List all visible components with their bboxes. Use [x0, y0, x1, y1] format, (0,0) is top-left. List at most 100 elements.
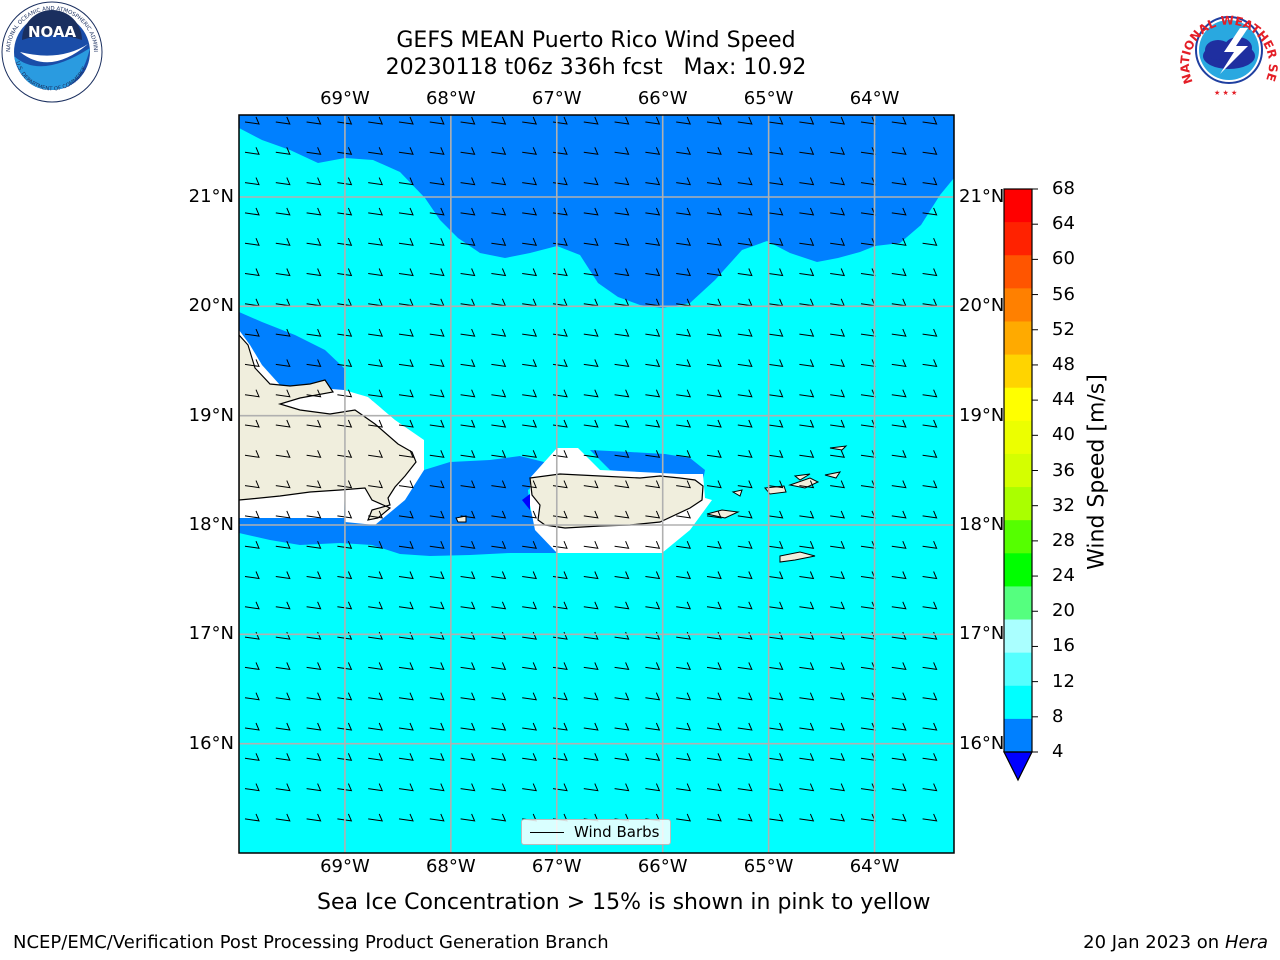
wind-barb	[799, 813, 815, 822]
wind-barb	[706, 571, 722, 580]
wind-barb	[922, 116, 938, 125]
sombrero-island	[829, 445, 848, 451]
wind-barb	[768, 328, 784, 337]
wind-barb	[614, 722, 630, 731]
wind-barb	[337, 813, 353, 822]
wind-barb	[306, 510, 322, 519]
wind-barb	[275, 359, 291, 368]
wind-barb	[768, 601, 784, 610]
wind-barb	[306, 722, 322, 731]
wind-barb	[891, 722, 907, 731]
wind-barb	[275, 722, 291, 731]
wind-barb	[737, 692, 753, 701]
wind-barbs-legend: Wind Barbs	[521, 819, 671, 845]
wind-barb	[830, 601, 846, 610]
wind-barb	[676, 692, 692, 701]
colorbar-tick-label: 40	[1052, 424, 1075, 446]
wind-barb	[922, 601, 938, 610]
wind-barb	[275, 601, 291, 610]
wind-barb	[552, 419, 568, 428]
wind-barb	[583, 601, 599, 610]
wind-barb	[891, 601, 907, 610]
wind-barb	[429, 359, 445, 368]
wind-barb	[275, 419, 291, 428]
wind-barb	[891, 692, 907, 701]
wind-barb	[429, 662, 445, 671]
wind-barb	[429, 177, 445, 186]
wind-barb	[491, 813, 507, 822]
wind-barb	[583, 147, 599, 155]
footer-date-text: 20 Jan 2023 on	[1083, 932, 1225, 953]
wind-barb	[645, 601, 661, 610]
wind-barb	[737, 419, 753, 428]
wind-barb	[552, 480, 568, 489]
wind-barb	[244, 328, 260, 337]
lat-label-right: 18°N	[959, 515, 1005, 535]
wind-barb	[337, 571, 353, 580]
sea-ice-note: Sea Ice Concentration > 15% is shown in …	[317, 890, 931, 915]
colorbar-segment	[1004, 387, 1032, 422]
wind-barb	[891, 510, 907, 519]
st-croix-island	[779, 551, 816, 563]
wind-barb	[614, 571, 630, 580]
wind-barb	[922, 177, 938, 186]
wind-barb	[614, 510, 630, 519]
wind-barb	[768, 359, 784, 368]
wind-barb	[491, 722, 507, 731]
wind-barb	[398, 571, 414, 580]
lat-label-left: 20°N	[188, 295, 234, 317]
wind-barb	[676, 662, 692, 671]
noaa-logo-icon: NOAA NATIONAL OCEANIC AND ATMOSPHERIC AD…	[0, 0, 103, 103]
wind-barb	[244, 662, 260, 671]
colorbar-segment	[1004, 652, 1032, 687]
wind-barb	[337, 480, 353, 489]
wind-barb	[337, 328, 353, 337]
wind-barb	[491, 389, 507, 398]
wind-barb	[922, 783, 938, 792]
wind-barb	[460, 268, 476, 277]
wind-barb	[522, 571, 538, 580]
wind-barb	[922, 722, 938, 731]
wind-barb	[583, 541, 599, 549]
wind-barb	[306, 207, 322, 216]
wind-barb	[891, 328, 907, 337]
wind-barb	[830, 268, 846, 277]
wind-barb	[429, 328, 445, 337]
wind-barb	[614, 753, 630, 761]
wind-barb	[337, 207, 353, 216]
wind-barb	[706, 177, 722, 186]
wind-barb	[522, 662, 538, 671]
wind-barb	[645, 419, 661, 428]
wind-barb	[429, 116, 445, 125]
wind-barb	[614, 419, 630, 428]
wind-barb	[398, 207, 414, 216]
wind-barb	[244, 510, 260, 519]
wind-barb	[460, 510, 476, 519]
wind-barb	[583, 510, 599, 519]
wind-barb	[368, 753, 384, 761]
wind-barb	[799, 268, 815, 277]
wind-barb	[614, 116, 630, 125]
wind-barb	[706, 722, 722, 731]
wind-barb	[429, 510, 445, 519]
wind-barb	[398, 783, 414, 792]
wind-barb	[306, 359, 322, 368]
wind-barb	[676, 601, 692, 610]
wind-barb	[922, 359, 938, 368]
colorbar-tick-label: 64	[1052, 213, 1075, 235]
wind-barb	[830, 813, 846, 822]
wind-barb	[768, 510, 784, 519]
wind-barb	[275, 571, 291, 580]
wind-barb	[552, 510, 568, 519]
wind-barb	[244, 268, 260, 277]
wind-barb	[922, 238, 938, 246]
wind-barb	[244, 177, 260, 186]
wind-barb	[491, 207, 507, 216]
wind-barb	[337, 601, 353, 610]
wind-barb	[922, 147, 938, 155]
colorbar-segment	[1004, 586, 1032, 621]
wind-barb	[306, 813, 322, 822]
wind-barb	[368, 359, 384, 368]
wind-barb	[460, 177, 476, 186]
wind-barb	[275, 753, 291, 761]
